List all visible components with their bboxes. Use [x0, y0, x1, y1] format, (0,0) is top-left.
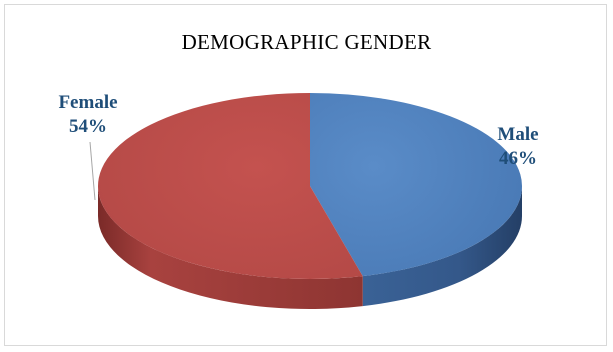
data-label-male-value: 46% [499, 148, 537, 169]
leader-line-female [89, 141, 96, 201]
data-label-male-name: Male [497, 124, 538, 145]
chart-title: DEMOGRAPHIC GENDER [181, 30, 432, 54]
data-label-female-name: Female [58, 92, 117, 113]
pie-side-female [98, 186, 363, 310]
pie-slice-male [310, 93, 523, 277]
data-label-female-value: 54% [69, 116, 107, 137]
pie-slice-female [98, 93, 363, 279]
pie-side-male [362, 186, 522, 307]
